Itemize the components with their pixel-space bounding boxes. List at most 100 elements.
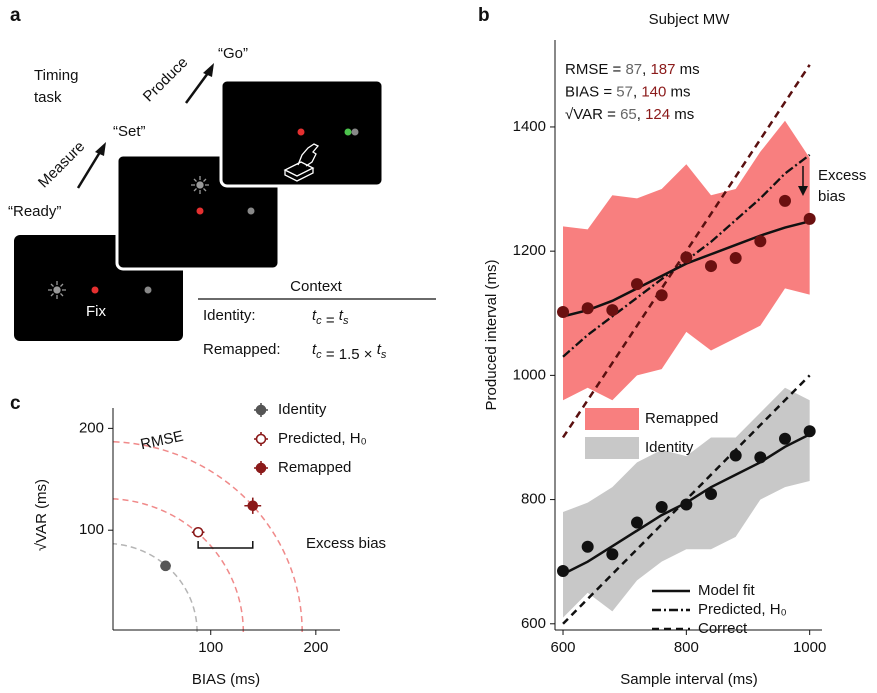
x-axis-label: Sample interval (ms) <box>620 671 758 688</box>
stat-line: √VAR = 65, 124 ms <box>565 106 694 123</box>
stat-part: BIAS = <box>565 83 616 100</box>
legend-label: Remapped <box>645 410 718 427</box>
legend-label: Correct <box>698 620 748 637</box>
data-point <box>557 565 570 577</box>
legend-label: Identity <box>278 401 327 418</box>
legend-marker <box>255 404 267 416</box>
fixation-dot <box>297 128 305 136</box>
y-tick-label: 1400 <box>513 118 546 135</box>
panel-label: b <box>478 5 490 26</box>
data-point <box>655 501 668 514</box>
legend-marker <box>255 462 267 474</box>
data-point <box>729 449 742 462</box>
data-point <box>160 560 171 572</box>
x-tick-label: 600 <box>551 639 576 656</box>
data-point <box>754 235 767 248</box>
x-axis-label: BIAS (ms) <box>192 671 260 688</box>
y-tick-label: 100 <box>79 521 104 538</box>
task-diagram: Timing task “Ready” “Set” “Go” Measure P… <box>8 45 436 363</box>
stat-line: RMSE = 87, 187 ms <box>565 61 700 78</box>
data-point <box>705 487 718 500</box>
equation-part: s <box>381 349 387 361</box>
annotation: Excess <box>818 167 866 184</box>
data-point <box>705 260 718 273</box>
target-dot <box>247 207 255 215</box>
data-point <box>557 306 570 319</box>
response-dot <box>344 128 352 136</box>
rmse-label: RMSE <box>139 428 185 454</box>
stat-part: √VAR = <box>565 106 620 123</box>
data-point <box>606 304 619 317</box>
stat-part: 140 <box>641 83 666 100</box>
data-point <box>192 526 204 538</box>
equation-part: c <box>316 315 322 327</box>
panel-label: a <box>10 5 21 26</box>
legend-swatch <box>585 408 639 430</box>
legend-label: Model fit <box>698 582 756 599</box>
data-point <box>581 540 594 553</box>
x-tick-label: 1000 <box>793 639 826 656</box>
task-label: Timing <box>34 67 78 84</box>
arrows <box>76 63 214 189</box>
legend-label: Predicted, H₀ <box>278 430 367 447</box>
go-label: “Go” <box>218 45 248 62</box>
data-point <box>729 251 742 264</box>
y-tick-label: 1000 <box>513 366 546 383</box>
ready-label: “Ready” <box>8 203 61 220</box>
equation-part: t <box>377 341 382 358</box>
stat-part: ms <box>676 61 700 78</box>
data-point <box>754 451 767 464</box>
legend-swatch <box>585 437 639 459</box>
equation-part: = <box>322 312 339 329</box>
x-tick-label: 100 <box>198 639 223 656</box>
set-label: “Set” <box>113 123 146 140</box>
legend-label: Remapped <box>278 459 351 476</box>
equation-part: = 1.5 × <box>322 346 377 363</box>
stat-part: , <box>633 83 641 100</box>
data-point <box>631 516 644 529</box>
stat-part: 124 <box>645 106 670 123</box>
data-point <box>680 498 693 511</box>
rmse-arc <box>112 542 198 633</box>
correct-line <box>561 64 811 439</box>
produce-label: Produce <box>140 54 192 106</box>
stat-part: RMSE = <box>565 61 625 78</box>
panel-label: c <box>10 393 21 414</box>
stat-part: 87 <box>625 61 642 78</box>
stat-part: 187 <box>650 61 675 78</box>
chart-title: Subject MW <box>649 11 731 28</box>
annotation: bias <box>818 188 846 205</box>
data-point <box>631 278 644 291</box>
fixation-dot <box>196 207 204 215</box>
equation-part: t <box>312 341 317 358</box>
context-equation: tc = 1.5 × ts <box>312 341 387 363</box>
y-tick-label: 800 <box>521 491 546 508</box>
data-point <box>606 548 619 561</box>
data-point <box>779 432 792 445</box>
annotation-arrow-head <box>798 186 808 196</box>
rmse-arc <box>112 498 245 633</box>
stat-part: , <box>637 106 645 123</box>
stat-line: BIAS = 57, 140 ms <box>565 83 691 100</box>
data-point <box>803 425 816 438</box>
flash-icon <box>48 176 209 299</box>
correct-line <box>562 374 811 625</box>
fix-label: Fix <box>86 303 106 320</box>
annotation: Excess bias <box>306 535 386 552</box>
task-label: task <box>34 89 62 106</box>
data-point <box>247 500 259 512</box>
legend-label: Predicted, H₀ <box>698 601 787 618</box>
context-row-label: Identity: <box>203 307 256 324</box>
stat-part: ms <box>670 106 694 123</box>
data-point <box>581 302 594 315</box>
legend-marker <box>255 433 267 445</box>
x-tick-label: 200 <box>303 639 328 656</box>
x-tick-label: 800 <box>674 639 699 656</box>
equation-part: t <box>312 307 317 324</box>
y-tick-label: 200 <box>79 419 104 436</box>
rmse-arc <box>112 440 303 633</box>
data-point <box>803 212 816 225</box>
data-point <box>680 251 693 264</box>
y-axis-label: √VAR (ms) <box>33 479 50 551</box>
